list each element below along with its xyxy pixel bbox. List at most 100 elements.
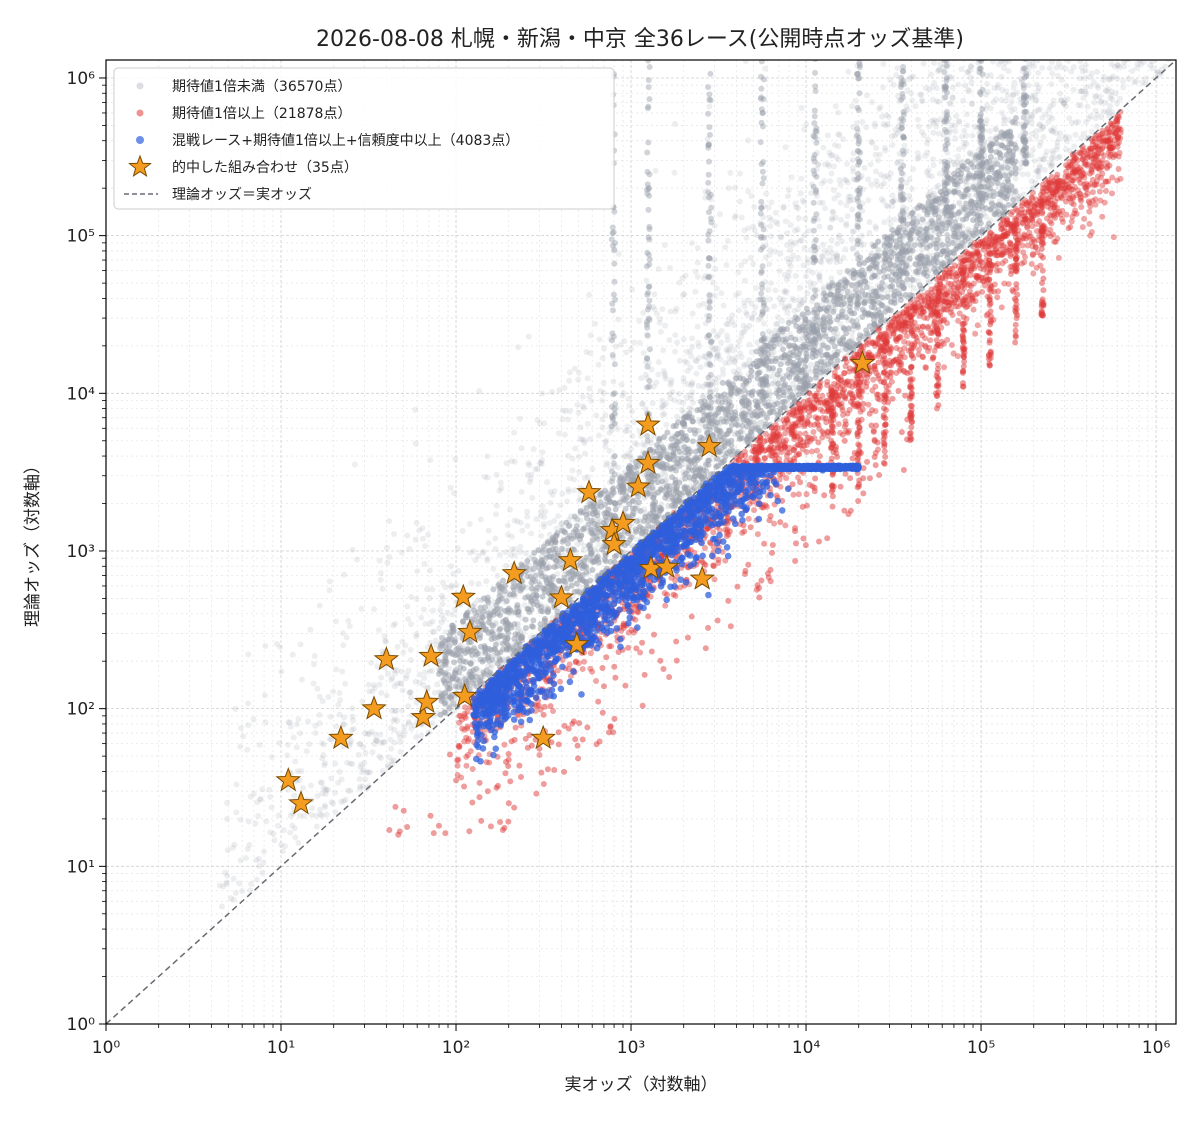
point-below-ev1	[368, 660, 374, 666]
point-below-ev1	[261, 860, 267, 866]
point-below-ev1	[587, 436, 593, 442]
point-below-ev1	[693, 371, 699, 377]
point-below-ev1	[572, 365, 578, 371]
point-below-ev1	[681, 291, 687, 297]
point-below-ev1	[531, 446, 537, 452]
point-below-ev1	[712, 266, 718, 272]
point-below-ev1	[359, 698, 365, 704]
point-below-ev1	[467, 686, 473, 692]
point-below-ev1	[931, 256, 937, 262]
point-below-ev1	[238, 725, 244, 731]
point-below-ev1	[713, 387, 719, 393]
point-below-ev1	[400, 649, 406, 655]
point-below-ev1	[827, 224, 833, 230]
point-below-ev1	[689, 389, 695, 395]
point-below-ev1	[935, 236, 941, 242]
point-below-ev1	[739, 215, 745, 221]
point-below-ev1	[245, 651, 251, 657]
point-below-ev1	[1102, 100, 1108, 106]
point-below-ev1	[737, 389, 743, 395]
point-below-ev1	[671, 486, 677, 492]
point-below-ev1	[1056, 136, 1062, 142]
point-below-ev1	[589, 466, 595, 472]
point-below-ev1	[715, 345, 721, 351]
point-below-ev1	[406, 546, 412, 552]
point-below-ev1	[1095, 85, 1101, 91]
point-below-ev1	[1011, 85, 1017, 91]
point-below-ev1	[747, 323, 753, 329]
point-below-ev1	[968, 80, 974, 86]
point-below-ev1	[406, 690, 412, 696]
point-below-ev1	[675, 497, 681, 503]
point-below-ev1	[827, 259, 833, 265]
point-below-ev1	[677, 463, 683, 469]
point-below-ev1	[831, 196, 837, 202]
point-below-ev1	[786, 343, 792, 349]
point-below-ev1	[295, 716, 301, 722]
point-below-ev1	[607, 430, 613, 436]
point-below-ev1	[628, 534, 634, 540]
point-below-ev1	[373, 738, 379, 744]
point-below-ev1	[371, 606, 377, 612]
point-below-ev1	[803, 121, 809, 127]
point-below-ev1	[1079, 88, 1085, 94]
point-below-ev1	[571, 487, 577, 493]
point-below-ev1	[879, 196, 885, 202]
point-below-ev1	[869, 99, 875, 105]
point-below-ev1	[337, 711, 343, 717]
point-below-ev1	[789, 174, 795, 180]
point-below-ev1	[601, 380, 607, 386]
point-below-ev1	[439, 691, 445, 697]
point-below-ev1	[530, 624, 536, 630]
point-below-ev1	[601, 345, 607, 351]
point-below-ev1	[422, 543, 428, 549]
point-below-ev1	[667, 466, 673, 472]
point-below-ev1	[788, 263, 794, 269]
point-below-ev1	[539, 449, 545, 455]
point-below-ev1	[916, 155, 922, 161]
point-below-ev1	[427, 595, 433, 601]
point-below-ev1	[467, 521, 473, 527]
point-below-ev1	[432, 690, 438, 696]
point-below-ev1	[330, 801, 336, 807]
point-below-ev1	[657, 320, 663, 326]
point-below-ev1	[642, 514, 648, 520]
point-below-ev1	[392, 671, 398, 677]
point-below-ev1	[886, 266, 892, 272]
point-below-ev1	[993, 96, 999, 102]
point-below-ev1	[1092, 94, 1098, 100]
point-below-ev1	[818, 358, 824, 364]
point-below-ev1	[885, 121, 891, 127]
point-below-ev1	[935, 182, 941, 188]
point-below-ev1	[297, 730, 303, 736]
point-below-ev1	[737, 171, 743, 177]
point-below-ev1	[517, 416, 523, 422]
point-below-ev1	[505, 630, 511, 636]
point-below-ev1	[894, 65, 900, 71]
point-below-ev1	[694, 407, 700, 413]
point-below-ev1	[918, 91, 924, 97]
point-below-ev1	[498, 480, 504, 486]
point-below-ev1	[429, 586, 435, 592]
point-below-ev1	[358, 606, 364, 612]
point-below-ev1	[641, 350, 647, 356]
point-below-ev1	[451, 490, 457, 496]
point-below-ev1	[830, 309, 836, 315]
point-below-ev1	[548, 500, 554, 506]
point-below-ev1	[1078, 135, 1084, 141]
point-below-ev1	[992, 85, 998, 91]
point-below-ev1	[835, 110, 841, 116]
point-below-ev1	[660, 412, 666, 418]
point-below-ev1	[732, 409, 738, 415]
point-below-ev1	[908, 90, 914, 96]
point-below-ev1	[596, 432, 602, 438]
point-below-ev1	[667, 265, 673, 271]
point-below-ev1	[494, 503, 500, 509]
point-below-ev1	[804, 354, 810, 360]
point-below-ev1	[999, 87, 1005, 93]
point-below-ev1	[1065, 58, 1071, 64]
point-below-ev1	[477, 657, 483, 663]
point-below-ev1	[783, 218, 789, 224]
point-below-ev1	[524, 558, 530, 564]
point-below-ev1	[934, 226, 940, 232]
